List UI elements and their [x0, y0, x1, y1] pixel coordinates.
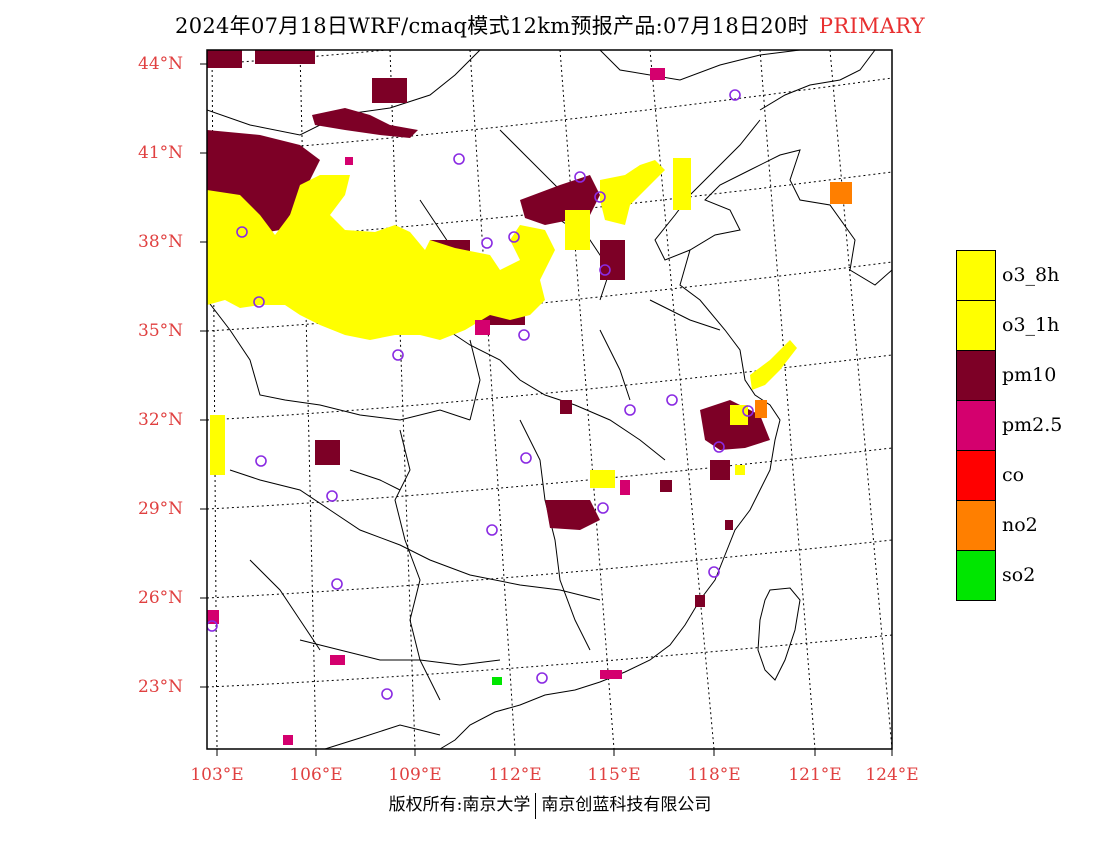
no2-regions: [755, 182, 852, 418]
so2-region: [492, 677, 502, 685]
lon-label: 121°E: [788, 765, 842, 785]
lat-label: 29°N: [138, 499, 184, 519]
copyright-footer: 版权所有:南京大学 南京创蓝科技有限公司: [0, 790, 1100, 819]
lon-label: 112°E: [488, 765, 542, 785]
lon-label: 118°E: [687, 765, 741, 785]
footer-separator: [535, 792, 537, 819]
lat-label: 32°N: [138, 410, 184, 430]
legend-label: o3_1h: [1002, 314, 1060, 336]
legend-swatch: [956, 500, 996, 551]
boundaries: [207, 50, 892, 749]
legend-swatch: [956, 450, 996, 501]
lon-label: 103°E: [190, 765, 244, 785]
lat-label: 44°N: [138, 54, 184, 74]
o3-regions: [207, 158, 797, 488]
footer-right: 南京创蓝科技有限公司: [541, 795, 712, 815]
legend-label: co: [1002, 464, 1025, 486]
station-markers: [207, 89, 754, 700]
map-frame: [206, 49, 893, 750]
title-text: 2024年07月18日WRF/cmaq模式12km预报产品:07月18日20时: [175, 14, 809, 38]
title-primary-tag: PRIMARY: [818, 14, 925, 38]
map-title: 2024年07月18日WRF/cmaq模式12km预报产品:07月18日20时 P…: [0, 10, 1100, 40]
lon-label: 106°E: [289, 765, 343, 785]
legend-label: pm10: [1002, 364, 1057, 386]
legend-label: so2: [1002, 564, 1036, 586]
lat-label: 26°N: [138, 588, 184, 608]
legend-swatch: [956, 350, 996, 401]
footer-left: 版权所有:南京大学: [388, 795, 531, 815]
legend-swatch: [956, 400, 996, 451]
legend-label: pm2.5: [1002, 414, 1063, 436]
legend-swatch: [956, 550, 996, 601]
lat-label: 23°N: [138, 677, 184, 697]
lon-label: 115°E: [587, 765, 641, 785]
axis-ticks: [200, 63, 893, 756]
legend-label: no2: [1002, 514, 1038, 536]
lat-label: 35°N: [138, 321, 184, 341]
lon-label: 109°E: [388, 765, 442, 785]
lat-label: 41°N: [138, 143, 184, 163]
pm25-regions: [207, 68, 665, 745]
legend-swatch: [956, 250, 996, 301]
legend-swatch: [956, 300, 996, 351]
lon-label: 124°E: [865, 765, 919, 785]
legend-label: o3_8h: [1002, 264, 1060, 286]
map-background: [207, 50, 892, 749]
lat-label: 38°N: [138, 232, 184, 252]
